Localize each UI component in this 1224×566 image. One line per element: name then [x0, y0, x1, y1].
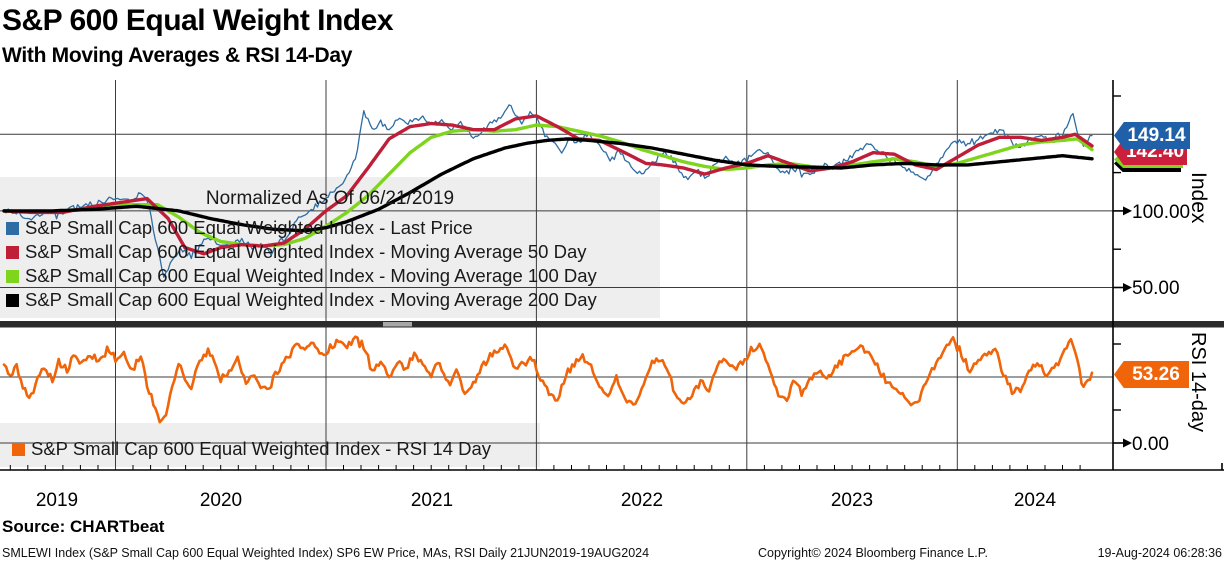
legend-item-last-price[interactable]: S&P Small Cap 600 Equal Weighted Index -…: [0, 216, 660, 240]
rsi-axis-title: RSI 14-day: [1187, 332, 1209, 433]
rsi-last-value-badge: 53.26: [1114, 361, 1189, 388]
legend-item-rsi[interactable]: S&P Small Cap 600 Equal Weighted Index -…: [6, 437, 546, 461]
year-label-2019: 2019: [35, 490, 79, 511]
normalized-note: Normalized As Of 06/21/2019: [205, 188, 455, 209]
year-label-2020: 2020: [199, 490, 243, 511]
legend-item-ma100[interactable]: S&P Small Cap 600 Equal Weighted Index -…: [0, 264, 660, 288]
source-label: Source: CHARTbeat: [2, 517, 165, 536]
rsi-legend: S&P Small Cap 600 Equal Weighted Index -…: [6, 437, 546, 461]
rsi-swatch-icon: [12, 442, 25, 456]
ma200-swatch-icon: [6, 293, 19, 307]
chart-title: S&P 600 Equal Weight Index: [2, 4, 394, 37]
rsi-legend-background: [0, 423, 540, 467]
price-axis-tick-50: 50.00: [1132, 278, 1180, 299]
rsi-axis-tick-0: 0.00: [1132, 434, 1169, 455]
year-label-2022: 2022: [620, 490, 664, 511]
last-price-badge: 149.14: [1114, 122, 1190, 149]
legend-item-ma50[interactable]: S&P Small Cap 600 Equal Weighted Index -…: [0, 240, 660, 264]
year-label-2023: 2023: [830, 490, 874, 511]
year-label-2021: 2021: [410, 490, 454, 511]
footer-timestamp: 19-Aug-2024 06:28:36: [1097, 546, 1222, 560]
legend-item-ma200[interactable]: S&P Small Cap 600 Equal Weighted Index -…: [0, 288, 660, 312]
price-axis-tick-100: 100.00: [1132, 202, 1191, 223]
price-legend: Normalized As Of 06/21/2019 S&P Small Ca…: [0, 188, 660, 312]
price-axis-title: Index: [1187, 172, 1210, 224]
ma100-swatch-icon: [6, 269, 19, 283]
footer-security-info: SMLEWI Index (S&P Small Cap 600 Equal We…: [2, 546, 650, 560]
footer-copyright: Copyright© 2024 Bloomberg Finance L.P.: [758, 546, 988, 560]
year-label-2024: 2024: [1013, 490, 1057, 511]
last-price-swatch-icon: [6, 221, 19, 235]
chart-subtitle: With Moving Averages & RSI 14-Day: [2, 44, 353, 67]
ma50-swatch-icon: [6, 245, 19, 259]
